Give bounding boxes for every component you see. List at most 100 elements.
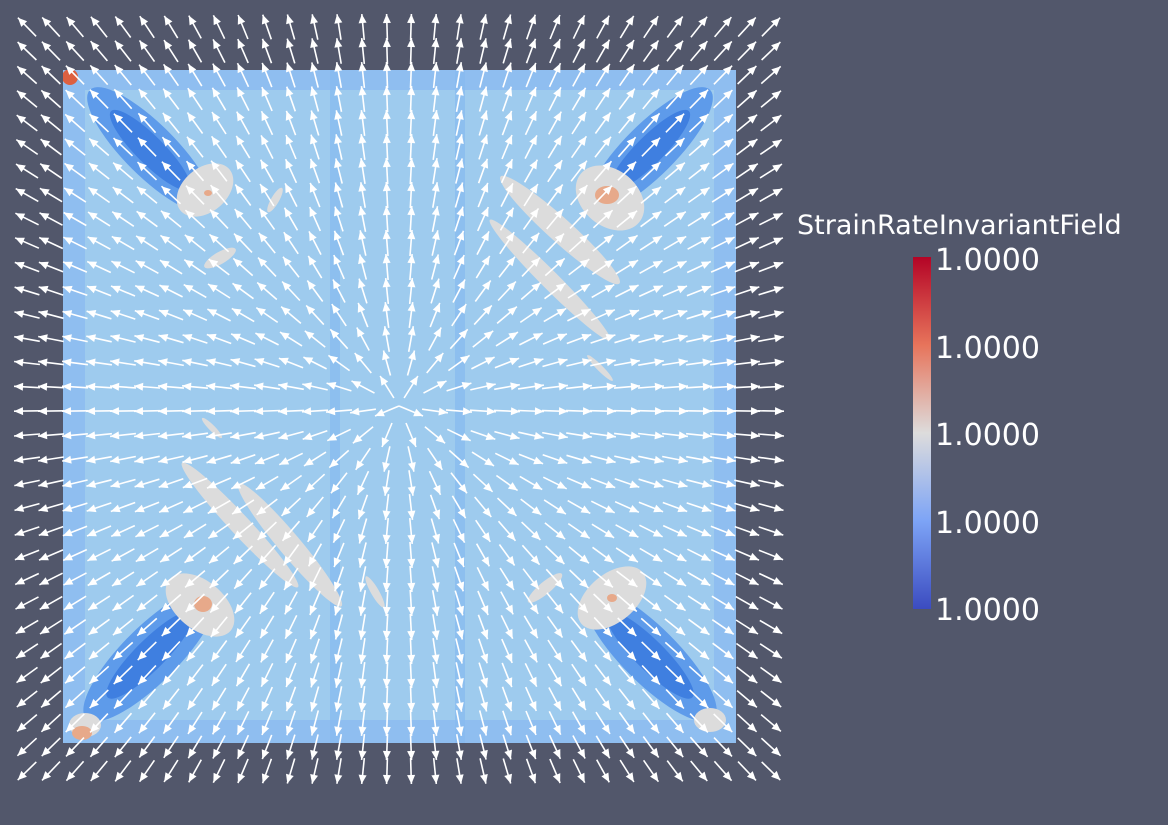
arrow-glyph xyxy=(213,39,225,62)
arrow-glyph xyxy=(620,40,634,62)
arrow-glyph xyxy=(738,738,757,756)
arrow-glyph xyxy=(15,286,40,295)
arrow-glyph xyxy=(480,14,488,39)
field-edge-top xyxy=(63,70,736,90)
colorbar-tick-label: 1.0000 xyxy=(935,509,1040,539)
arrow-glyph xyxy=(431,14,439,40)
arrow-glyph xyxy=(40,620,62,634)
arrow-glyph xyxy=(480,38,488,63)
arrow-glyph xyxy=(735,238,759,249)
arrow-glyph xyxy=(15,550,39,560)
arrow-glyph xyxy=(573,759,584,782)
vector-field-plot xyxy=(0,0,800,821)
arrow-glyph xyxy=(734,359,760,367)
arrow-glyph xyxy=(761,691,781,707)
arrow-glyph xyxy=(17,715,37,732)
render-viewport[interactable] xyxy=(0,0,800,821)
arrow-glyph xyxy=(14,359,40,367)
arrow-glyph xyxy=(40,597,63,610)
arrow-glyph xyxy=(734,431,760,439)
arrow-glyph xyxy=(41,139,62,155)
arrow-glyph xyxy=(14,456,40,464)
arrow-glyph xyxy=(40,188,62,201)
arrow-glyph xyxy=(16,140,37,155)
field-edge-right xyxy=(714,70,736,743)
arrow-glyph xyxy=(737,667,758,683)
arrow-glyph xyxy=(38,480,63,488)
arrow-glyph xyxy=(66,41,84,60)
arrow-glyph xyxy=(714,761,731,780)
arrow-glyph xyxy=(735,550,759,560)
arrow-glyph xyxy=(286,759,295,784)
arrow-glyph xyxy=(17,691,37,707)
arrow-glyph xyxy=(738,762,756,781)
arrow-glyph xyxy=(16,620,38,633)
arrow-glyph xyxy=(189,40,202,63)
arrow-glyph xyxy=(14,383,40,391)
arrow-glyph xyxy=(737,115,757,131)
arrow-glyph xyxy=(760,189,783,202)
arrow-glyph xyxy=(14,480,39,488)
arrow-glyph xyxy=(667,761,683,782)
arrow-glyph xyxy=(17,667,38,682)
arrow-glyph xyxy=(115,41,131,62)
arrow-glyph xyxy=(760,620,782,633)
arrow-glyph xyxy=(644,760,659,781)
arrow-glyph xyxy=(550,39,561,63)
arrow-glyph xyxy=(735,503,760,512)
arrow-glyph xyxy=(620,16,633,38)
arrow-glyph xyxy=(18,762,37,780)
arrow-glyph xyxy=(715,17,732,37)
arrow-glyph xyxy=(140,760,155,781)
arrow-glyph xyxy=(759,504,784,512)
arrow-glyph xyxy=(550,759,560,783)
arrow-glyph xyxy=(734,334,760,342)
arrow-glyph xyxy=(286,39,295,64)
arrow-glyph xyxy=(737,139,758,155)
arrow-glyph xyxy=(39,238,63,249)
arrow-glyph xyxy=(758,407,784,415)
arrow-glyph xyxy=(761,738,780,756)
arrow-glyph xyxy=(734,383,760,391)
arrow-glyph xyxy=(759,238,783,249)
arrow-glyph xyxy=(738,66,757,84)
arrow-glyph xyxy=(761,667,782,682)
arrow-glyph xyxy=(91,17,107,37)
arrow-glyph xyxy=(527,39,537,63)
arrow-glyph xyxy=(140,40,155,61)
arrow-glyph xyxy=(761,115,782,131)
arrow-glyph xyxy=(18,18,36,37)
arrow-glyph xyxy=(383,14,391,40)
arrow-glyph xyxy=(213,759,224,782)
arrow-glyph xyxy=(140,16,154,38)
arrow-glyph xyxy=(40,164,62,179)
arrow-glyph xyxy=(407,758,415,784)
arrow-glyph xyxy=(759,286,784,295)
arrow-glyph xyxy=(734,407,760,415)
arrow-glyph xyxy=(238,39,249,63)
arrow-glyph xyxy=(734,310,759,318)
arrow-glyph xyxy=(456,14,464,40)
arrow-glyph xyxy=(40,213,63,225)
arrow-glyph xyxy=(761,66,780,83)
arrow-glyph xyxy=(286,15,295,40)
arrow-glyph xyxy=(735,262,759,272)
arrow-glyph xyxy=(39,550,63,560)
arrow-glyph xyxy=(16,597,39,609)
arrow-glyph xyxy=(164,760,178,782)
arrow-glyph xyxy=(738,42,756,61)
arrow-glyph xyxy=(736,597,759,610)
arrow-glyph xyxy=(407,38,415,64)
arrow-glyph xyxy=(527,15,536,40)
arrow-glyph xyxy=(738,17,756,36)
arrow-glyph xyxy=(213,15,224,38)
arrow-glyph xyxy=(15,262,39,272)
arrow-glyph xyxy=(238,759,248,783)
arrow-glyph xyxy=(14,407,40,415)
arrow-glyph xyxy=(550,15,560,39)
arrow-glyph xyxy=(310,38,318,63)
arrow-glyph xyxy=(503,15,512,40)
colorbar-tick-label: 1.0000 xyxy=(935,246,1040,276)
arrow-glyph xyxy=(164,40,178,62)
arrow-glyph xyxy=(667,41,683,62)
